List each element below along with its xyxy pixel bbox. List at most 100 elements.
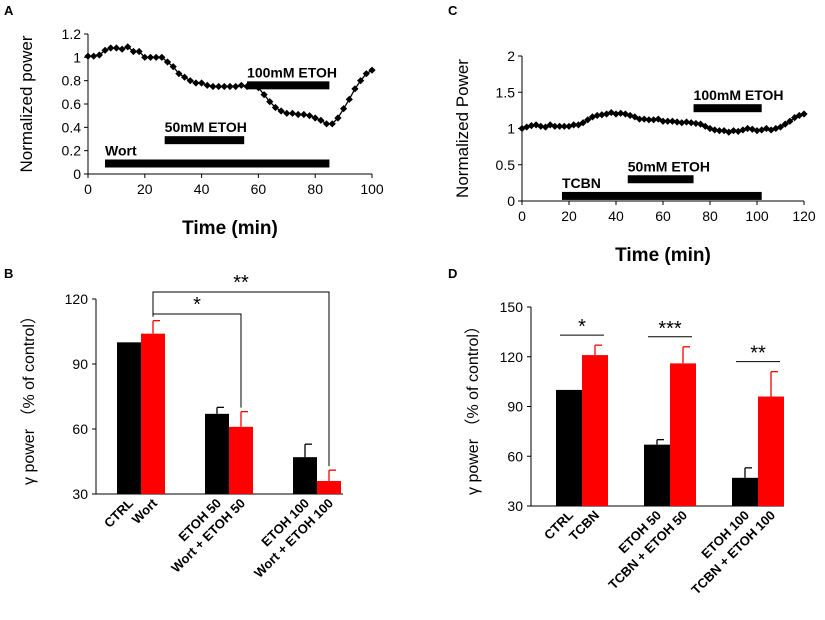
data-point	[254, 84, 262, 92]
data-point	[226, 82, 234, 91]
y-tick-label: 0.2	[62, 143, 82, 159]
data-point	[791, 114, 799, 122]
data-point	[192, 79, 200, 87]
treatment-label: 50mM ETOH	[165, 119, 247, 135]
y-tick-label: 0.4	[62, 119, 82, 135]
data-point	[317, 116, 325, 124]
significance-bracket	[152, 291, 330, 467]
data-point	[593, 111, 601, 120]
data-point	[584, 116, 592, 124]
data-point	[800, 110, 808, 118]
x-tick-label: 120	[792, 208, 816, 224]
data-point	[664, 117, 672, 125]
y-axis-title: Normalized power	[17, 35, 36, 172]
panel-label-b: B	[4, 266, 13, 281]
significance-label: ***	[658, 318, 682, 340]
significance-label: *	[578, 316, 586, 338]
bar	[293, 457, 317, 494]
data-point	[781, 120, 789, 128]
y-tick-label: 60	[507, 448, 523, 464]
y-axis-title: γ power （% of control）	[464, 318, 482, 495]
treatment-bar	[561, 191, 762, 200]
line-chart-panel-a: 0 20 40 60 80 100 0 0.2 0.4 0.6 0.8 1 1.2 Time (min) N…	[17, 26, 384, 239]
data-point	[283, 109, 291, 117]
bar	[141, 333, 165, 494]
data-point	[682, 118, 691, 126]
y-tick-label: 1.2	[62, 26, 82, 42]
panel-label-a: A	[4, 3, 14, 18]
data-point	[152, 53, 160, 61]
data-point	[146, 53, 155, 61]
y-tick-label: 30	[72, 486, 88, 502]
y-tick-label: 0	[73, 166, 81, 182]
treatment-bar	[105, 159, 330, 168]
data-point	[659, 117, 667, 125]
y-tick-label: 0	[507, 193, 515, 209]
treatment-bar	[247, 81, 330, 90]
y-tick-label: 60	[72, 421, 88, 437]
data-point	[129, 47, 138, 56]
y-tick-label: 120	[65, 291, 89, 307]
data-point	[334, 114, 342, 122]
treatment-bar	[627, 175, 694, 184]
y-tick-label: 90	[72, 356, 88, 372]
data-point	[645, 116, 653, 124]
data-point	[795, 111, 803, 120]
x-tick-label: 100	[360, 181, 384, 197]
data-point	[753, 127, 761, 135]
data-point	[640, 115, 648, 123]
data-point	[570, 121, 578, 129]
data-point	[328, 120, 336, 128]
data-point	[560, 122, 568, 130]
y-tick-label: 0.6	[62, 96, 82, 112]
category-label: Wort	[129, 495, 161, 527]
treatment-bar	[693, 104, 762, 113]
data-point	[631, 113, 639, 121]
x-tick-label: 40	[608, 208, 624, 224]
data-point	[551, 122, 559, 130]
y-tick-label: 150	[500, 299, 524, 315]
data-point	[351, 85, 359, 93]
x-tick-label: 0	[84, 181, 92, 197]
bar	[117, 342, 141, 494]
treatment-bar	[164, 136, 245, 145]
data-point	[305, 112, 314, 120]
y-tick-label: 1.5	[496, 84, 516, 100]
data-point	[612, 110, 620, 118]
data-point	[232, 82, 240, 91]
x-tick-label: 40	[194, 181, 210, 197]
data-point	[711, 126, 719, 134]
y-tick-label: 0.5	[496, 157, 516, 173]
x-tick-label: 20	[137, 181, 153, 197]
data-point	[340, 105, 348, 113]
data-point	[300, 110, 308, 119]
significance-label: *	[193, 294, 201, 316]
data-point	[209, 82, 217, 91]
y-tick-label: 120	[500, 349, 524, 365]
treatment-label: 100mM ETOH	[694, 87, 784, 103]
data-point	[163, 58, 172, 66]
bar	[758, 396, 784, 506]
data-point	[687, 119, 695, 127]
data-point	[260, 91, 268, 99]
data-point	[345, 95, 353, 103]
data-point	[701, 122, 709, 130]
data-point	[603, 110, 611, 118]
data-point	[249, 81, 257, 89]
data-point	[673, 118, 681, 126]
data-point	[692, 119, 700, 128]
data-point	[271, 103, 280, 112]
x-tick-label: 60	[251, 181, 267, 197]
x-axis-title: Time (min)	[615, 245, 711, 266]
data-point	[311, 114, 319, 122]
data-point	[767, 126, 775, 134]
data-point	[175, 70, 183, 78]
data-point	[748, 125, 756, 133]
data-point	[357, 77, 365, 85]
data-point	[277, 107, 285, 115]
data-point	[758, 126, 766, 134]
y-tick-label: 0.8	[62, 73, 82, 89]
